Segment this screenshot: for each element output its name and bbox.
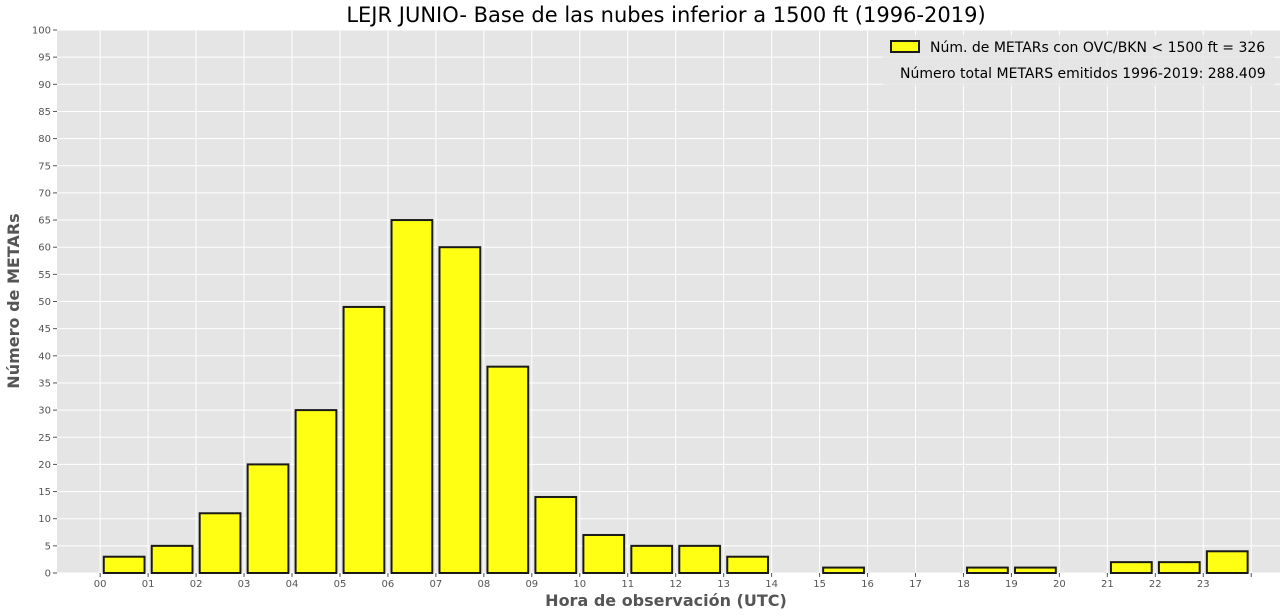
x-axis-label: Hora de observación (UTC) <box>545 591 787 610</box>
x-tick-label: 10 <box>573 579 586 590</box>
x-tick-label: 09 <box>525 579 538 590</box>
y-tick-label: 80 <box>38 134 51 145</box>
x-tick-label: 22 <box>1149 579 1162 590</box>
y-tick-label: 35 <box>38 378 51 389</box>
y-tick-label: 55 <box>38 270 51 281</box>
legend-annotation: Número total METARS emitidos 1996-2019: … <box>900 66 1266 82</box>
y-tick-label: 50 <box>38 297 51 308</box>
y-tick-label: 100 <box>32 26 51 37</box>
x-tick-label: 12 <box>669 579 682 590</box>
legend-swatch <box>890 40 920 53</box>
y-axis-ticks: 0 5 10 15 20 25 30 35 40 45 50 55 60 65 70 75 80 85 90 95 10… <box>32 26 57 580</box>
grid-lines <box>57 29 1280 574</box>
x-tick-label: 13 <box>717 579 730 590</box>
bar-07 <box>438 246 482 574</box>
y-tick-label: 25 <box>38 433 51 444</box>
legend-label: Núm. de METARs con OVC/BKN < 1500 ft = 3… <box>930 40 1265 56</box>
x-tick-label: 05 <box>334 579 347 590</box>
x-tick-label: 07 <box>430 579 443 590</box>
chart-title: LEJR JUNIO- Base de las nubes inferior a… <box>346 3 985 27</box>
y-tick-label: 45 <box>38 324 51 335</box>
x-tick-label: 23 <box>1197 579 1210 590</box>
y-tick-label: 5 <box>45 541 51 552</box>
y-tick-label: 95 <box>38 53 51 64</box>
x-axis-ticks: 00 01 02 03 04 05 06 07 08 09 10 11 12 13 14 15 16 17 18 19… <box>94 573 1252 590</box>
x-tick-label: 01 <box>142 579 155 590</box>
x-tick-label: 21 <box>1101 579 1114 590</box>
y-tick-label: 15 <box>38 487 51 498</box>
bar-22 <box>1157 561 1201 575</box>
x-tick-label: 02 <box>190 579 203 590</box>
x-tick-label: 15 <box>813 579 826 590</box>
y-tick-label: 65 <box>38 216 51 227</box>
y-tick-label: 70 <box>38 188 51 199</box>
bars <box>102 219 1249 575</box>
x-tick-label: 08 <box>477 579 490 590</box>
x-tick-label: 16 <box>861 579 874 590</box>
bar-06 <box>390 219 434 575</box>
bar-19 <box>1014 566 1057 575</box>
y-axis-label: Número de METARs <box>4 213 23 388</box>
bar-10 <box>582 533 626 574</box>
y-tick-label: 30 <box>38 406 51 417</box>
bar-15 <box>822 566 865 575</box>
x-tick-label: 03 <box>238 579 251 590</box>
y-tick-label: 60 <box>38 243 51 254</box>
legend-box <box>883 35 1275 86</box>
x-tick-label: 11 <box>621 579 634 590</box>
bar-01 <box>150 544 194 574</box>
bar-08 <box>486 365 530 574</box>
y-tick-label: 75 <box>38 161 51 172</box>
x-tick-label: 19 <box>1005 579 1018 590</box>
y-tick-label: 20 <box>38 460 51 471</box>
bar-23 <box>1205 550 1249 575</box>
y-tick-label: 40 <box>38 351 51 362</box>
x-tick-label: 14 <box>765 579 778 590</box>
x-tick-label: 00 <box>94 579 107 590</box>
bar-00 <box>102 555 146 575</box>
x-tick-label: 17 <box>909 579 922 590</box>
x-tick-label: 06 <box>382 579 395 590</box>
bar-09 <box>534 495 578 575</box>
bar-03 <box>246 463 290 574</box>
legend: Núm. de METARs con OVC/BKN < 1500 ft = 3… <box>883 35 1275 86</box>
bar-12 <box>678 544 722 574</box>
bar-11 <box>630 544 674 574</box>
bar-13 <box>726 555 770 575</box>
y-tick-label: 85 <box>38 107 51 118</box>
bar-05 <box>342 305 386 574</box>
y-tick-label: 90 <box>38 80 51 91</box>
bar-04 <box>294 409 338 574</box>
x-tick-label: 18 <box>957 579 970 590</box>
y-tick-label: 0 <box>45 569 51 580</box>
bar-02 <box>198 512 242 575</box>
bar-18 <box>966 566 1009 575</box>
y-tick-label: 10 <box>38 514 51 525</box>
x-tick-label: 20 <box>1053 579 1066 590</box>
bar-21 <box>1109 561 1153 575</box>
x-tick-label: 04 <box>286 579 299 590</box>
